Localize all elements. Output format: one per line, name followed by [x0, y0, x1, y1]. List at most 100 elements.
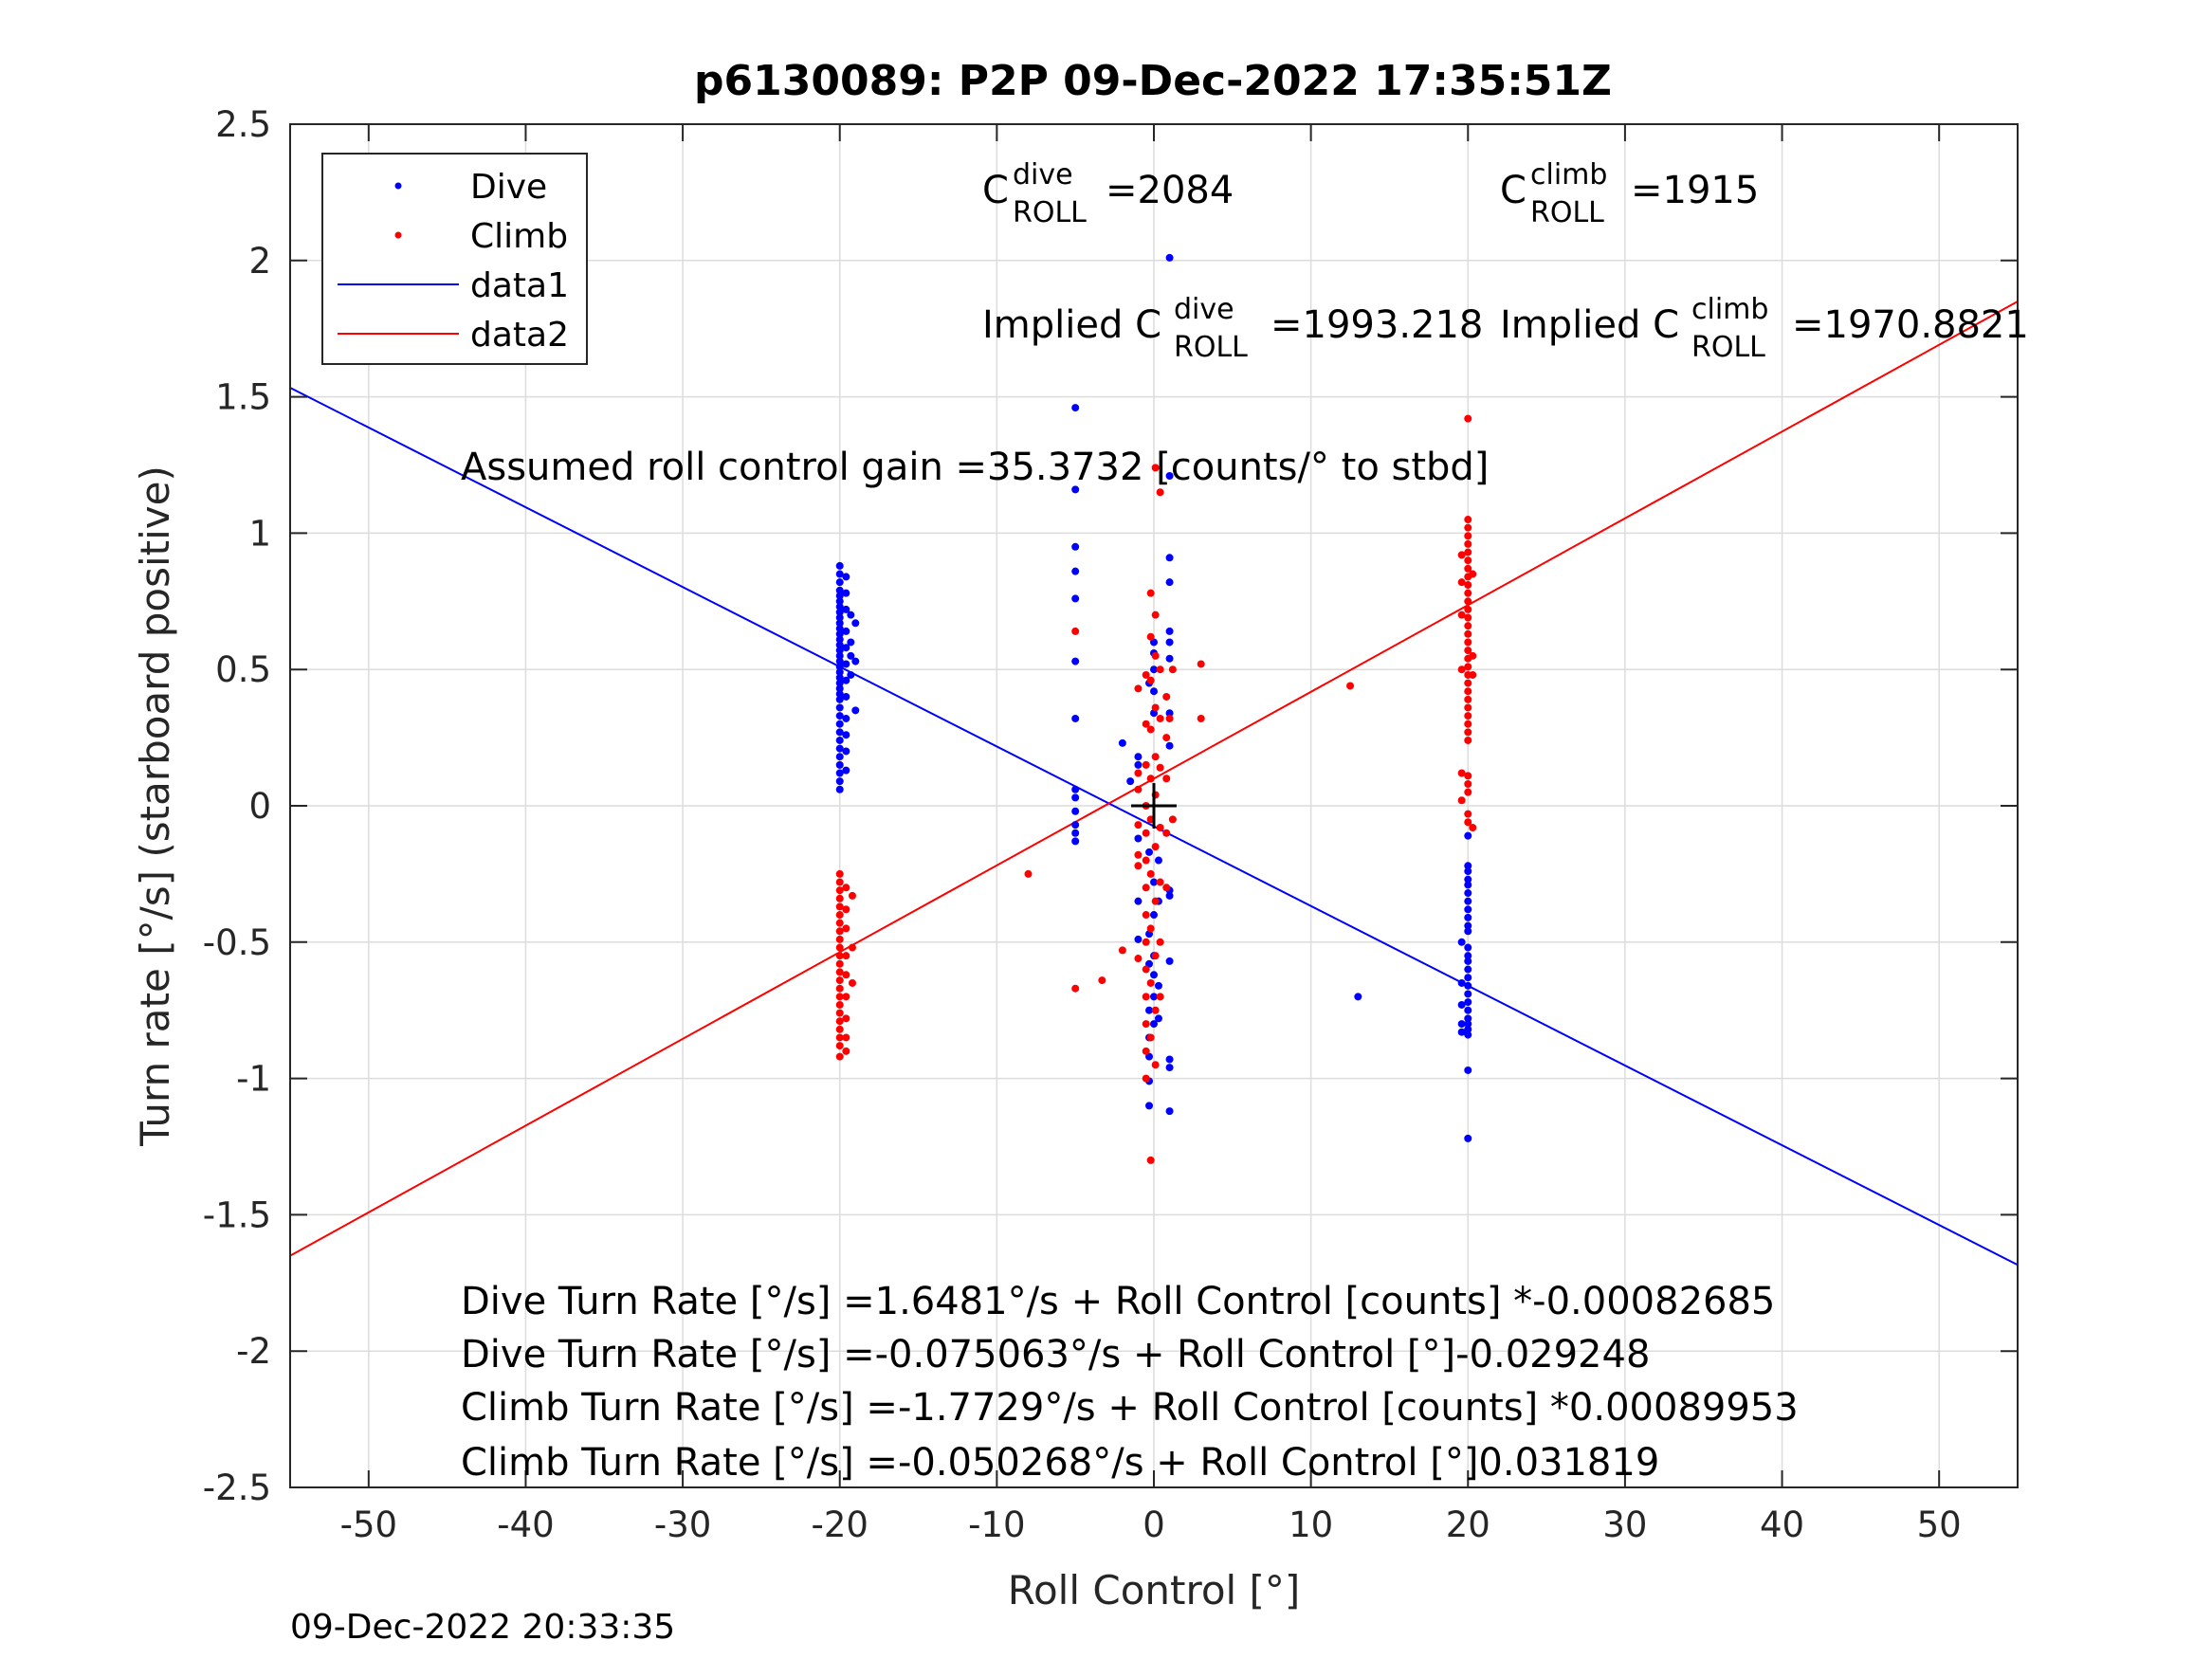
dive-point [835, 695, 844, 703]
equation-dive-counts: Dive Turn Rate [°/s] =1.6481°/s + Roll C… [461, 1280, 1775, 1323]
x-tick-label: -30 [654, 1504, 711, 1545]
y-tick-label: 2.5 [215, 104, 271, 145]
climb-point [1464, 772, 1472, 780]
dive-point [1071, 485, 1080, 494]
dive-point [847, 670, 855, 679]
x-tick-label: -10 [968, 1504, 1025, 1545]
climb-point [1464, 556, 1472, 565]
dive-point [1134, 834, 1143, 843]
climb-point [1146, 924, 1155, 933]
c-climb-sub: ROLL [1530, 196, 1604, 229]
climb-point [1464, 810, 1472, 818]
dive-point [1071, 793, 1080, 802]
dive-point [1464, 1030, 1472, 1039]
climb-point [1134, 955, 1143, 963]
c-climb-value: =1915 [1631, 169, 1759, 212]
dive-point [842, 660, 850, 668]
y-tick-label: -0.5 [203, 922, 271, 963]
dive-point [1071, 714, 1080, 722]
dive-point [835, 679, 844, 687]
dive-point [835, 777, 844, 786]
dive-point [835, 668, 844, 677]
climb-point [835, 1017, 844, 1026]
dive-point [1464, 927, 1472, 936]
climb-point [1464, 589, 1472, 597]
climb-point [1464, 712, 1472, 720]
c-dive-sub: ROLL [1013, 196, 1087, 229]
dive-point [1165, 253, 1174, 262]
climb-point [848, 943, 856, 952]
climb-point [1146, 632, 1155, 641]
dive-point [1464, 867, 1472, 876]
chart-title: p6130089: P2P 09-Dec-2022 17:35:51Z [694, 57, 1612, 105]
implied-climb-value: =1970.8821 [1792, 303, 2029, 347]
dive-point [1165, 957, 1174, 965]
dive-point [1464, 881, 1472, 889]
x-tick-label: -20 [812, 1504, 868, 1545]
implied-climb-sub: ROLL [1691, 331, 1765, 364]
climb-point [835, 927, 844, 936]
climb-point [1464, 523, 1472, 532]
dive-point [1071, 837, 1080, 846]
dive-point [835, 629, 844, 638]
climb-point [1142, 720, 1150, 728]
x-tick-label: 20 [1446, 1504, 1490, 1545]
dive-point [1118, 738, 1126, 747]
implied-climb-prefix: Implied C [1500, 303, 1679, 347]
dive-point [847, 611, 855, 619]
climb-point [835, 919, 844, 927]
x-tick-label: 30 [1602, 1504, 1647, 1545]
c-dive-sup: dive [1013, 158, 1073, 191]
implied-dive-prefix: Implied C [982, 303, 1161, 347]
dive-point [1150, 878, 1158, 886]
climb-point [1146, 869, 1155, 878]
climb-point [1464, 414, 1472, 423]
legend-box [321, 153, 588, 365]
legend: Dive Climb data1 data2 [321, 153, 588, 365]
dive-point [1165, 654, 1174, 663]
climb-point [1134, 684, 1143, 693]
dive-point [1071, 785, 1080, 793]
dive-point [835, 690, 844, 699]
climb-point [1156, 488, 1164, 497]
dive-point [1464, 889, 1472, 898]
climb-point [1156, 938, 1164, 946]
dive-point [1464, 1134, 1472, 1142]
dive-point [1464, 913, 1472, 921]
dive-point [835, 625, 844, 633]
dive-point [835, 561, 844, 570]
climb-point [1118, 946, 1126, 955]
climb-point [1464, 779, 1472, 788]
climb-point [835, 952, 844, 960]
dive-point [1464, 905, 1472, 914]
climb-point [1151, 952, 1160, 960]
dive-point [842, 627, 850, 635]
dive-point [1134, 935, 1143, 943]
climb-point [1197, 714, 1205, 722]
dive-point [1464, 921, 1472, 930]
climb-point [1464, 629, 1472, 638]
dive-point [842, 766, 850, 775]
climb-point [835, 1025, 844, 1033]
climb-point [1142, 938, 1150, 946]
dive-point [1464, 981, 1472, 990]
dive-point [1150, 1020, 1158, 1029]
dive-point [1165, 1107, 1174, 1116]
climb-point [1151, 897, 1160, 905]
climb-point [1134, 862, 1143, 870]
climb-point [1156, 665, 1164, 674]
x-tick-label: 50 [1917, 1504, 1962, 1545]
dive-point [835, 663, 844, 671]
c-dive-base: C [982, 169, 1009, 212]
dive-point [1464, 1020, 1472, 1029]
climb-point [835, 1033, 844, 1042]
climb-point [1464, 720, 1472, 728]
dive-point [1165, 709, 1174, 718]
climb-point [1162, 734, 1171, 742]
climb-point [1346, 682, 1355, 690]
dive-point [1464, 952, 1472, 960]
dive-point [1464, 1014, 1472, 1023]
dive-point [835, 785, 844, 793]
climb-point [1464, 597, 1472, 606]
x-tick-label: 40 [1760, 1504, 1804, 1545]
